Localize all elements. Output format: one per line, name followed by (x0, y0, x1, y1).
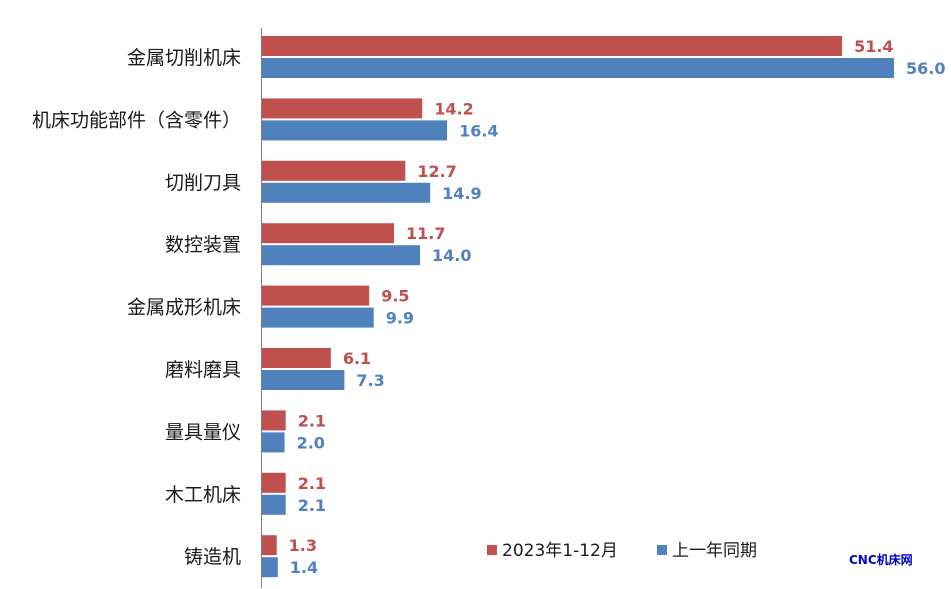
value-label-series-1-6: 2.1 (298, 411, 326, 430)
value-label-series-2-2: 14.9 (442, 184, 481, 203)
bar-series-1-1 (262, 98, 423, 119)
bar-series-2-3 (262, 245, 420, 266)
category-label-3: 数控装置 (165, 234, 241, 256)
bar-series-2-2 (262, 182, 431, 203)
value-label-series-1-7: 2.1 (298, 474, 326, 493)
bar-series-1-0 (262, 36, 843, 56)
legend-swatch-series-1 (487, 545, 497, 555)
value-label-series-2-3: 14.0 (432, 246, 471, 265)
bars-layer (262, 36, 894, 578)
bar-series-1-5 (262, 348, 331, 368)
bar-series-1-6 (262, 410, 286, 431)
bar-series-1-4 (262, 285, 370, 306)
value-label-series-1-4: 9.5 (381, 287, 409, 306)
bar-series-2-7 (262, 494, 286, 515)
category-label-2: 切削刀具 (165, 172, 241, 194)
value-label-series-1-5: 6.1 (343, 349, 371, 368)
bar-series-1-7 (262, 472, 286, 493)
value-label-series-2-5: 7.3 (356, 371, 384, 390)
category-label-1: 机床功能部件（含零件） (32, 109, 241, 131)
bar-series-2-4 (262, 307, 374, 328)
category-label-5: 磨料磨具 (165, 359, 241, 381)
category-label-0: 金属切削机床 (127, 47, 241, 69)
bar-series-2-8 (262, 557, 278, 578)
legend-label-series-2: 上一年同期 (672, 541, 757, 561)
bar-series-1-2 (262, 160, 406, 181)
value-label-series-1-0: 51.4 (854, 37, 893, 56)
category-label-6: 量具量仪 (165, 421, 241, 443)
bar-series-2-6 (262, 432, 285, 453)
bar-series-1-3 (262, 223, 395, 244)
category-label-8: 铸造机 (184, 546, 241, 568)
value-label-series-2-7: 2.1 (298, 496, 326, 515)
value-label-series-2-6: 2.0 (297, 433, 325, 452)
legend: 2023年1-12月 上一年同期 (487, 541, 757, 561)
value-label-series-1-8: 1.3 (289, 536, 317, 555)
category-label-4: 金属成形机床 (127, 297, 241, 319)
bar-series-2-1 (262, 120, 448, 141)
value-labels-layer: 51.4 56.0 14.2 16.4 12.7 14.9 11.7 14.0 9.5 9.9 6.… (289, 37, 946, 577)
value-label-series-2-8: 1.4 (290, 558, 318, 577)
watermark-text: CNC机床网 (849, 552, 913, 567)
legend-swatch-series-2 (657, 545, 667, 555)
value-label-series-1-2: 12.7 (417, 162, 456, 181)
category-label-7: 木工机床 (165, 484, 241, 506)
legend-label-series-1: 2023年1-12月 (502, 541, 618, 561)
value-label-series-1-1: 14.2 (434, 99, 473, 118)
bar-series-2-0 (262, 58, 894, 78)
value-label-series-1-3: 11.7 (406, 224, 445, 243)
value-label-series-2-0: 56.0 (906, 59, 945, 78)
bar-series-2-5 (262, 370, 345, 390)
bar-series-1-8 (262, 535, 277, 556)
value-label-series-2-4: 9.9 (386, 309, 414, 328)
value-label-series-2-1: 16.4 (459, 121, 498, 140)
